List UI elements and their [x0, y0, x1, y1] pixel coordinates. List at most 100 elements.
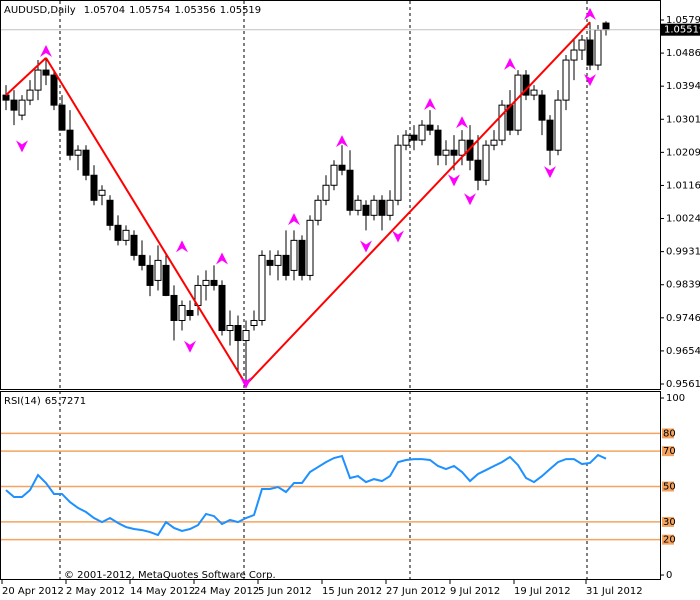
- y-tick-label: 0.97465: [666, 313, 700, 324]
- candle-body: [498, 104, 506, 141]
- last-close: 1.05519: [220, 5, 261, 16]
- candle-body: [202, 279, 210, 286]
- rsi-y-tick-label: 100: [666, 393, 685, 404]
- candle-body: [26, 89, 34, 101]
- fractal-up: [424, 97, 436, 110]
- chart-header: AUDUSD,Daily 1.05704 1.05754 1.05356 1.05519: [4, 5, 261, 16]
- zigzag-segment: [245, 21, 591, 386]
- x-tick-label: 2 May 2012: [66, 586, 125, 597]
- current-price-label: 1.05519: [664, 25, 700, 36]
- fractal-down: [240, 376, 252, 389]
- candle-body: [546, 119, 554, 151]
- fractal-down: [464, 193, 476, 206]
- y-tick-label: 1.01165: [666, 180, 700, 191]
- candle-body: [154, 259, 162, 281]
- candle-body: [330, 164, 338, 186]
- candle-body: [466, 139, 474, 161]
- fractal-up: [40, 45, 52, 58]
- rsi-level-label: 30: [663, 517, 676, 528]
- fractal-up: [456, 116, 468, 129]
- candle-body: [378, 199, 386, 216]
- candle-body: [586, 39, 594, 66]
- candle-body: [186, 309, 194, 316]
- rsi-level-box: [662, 481, 674, 492]
- y-tick-label: 0.99315: [666, 247, 700, 258]
- last-low: 1.05356: [174, 5, 215, 16]
- y-tick-label: 1.03015: [666, 114, 700, 125]
- candle-body: [346, 169, 354, 211]
- candle-body: [306, 219, 314, 276]
- rsi-header: RSI(14) 65.7271: [4, 396, 86, 407]
- fractal-up: [336, 135, 348, 148]
- candle-body: [530, 89, 538, 96]
- candle-body: [98, 189, 106, 196]
- candle-body: [314, 199, 322, 221]
- copyright: © 2001-2012, MetaQuotes Software Corp.: [64, 570, 276, 581]
- y-tick-label: 1.03940: [666, 81, 700, 92]
- symbol-label: AUDUSD,Daily: [4, 5, 76, 16]
- candle-body: [402, 134, 410, 146]
- fractal-down: [360, 240, 372, 253]
- price-pane: [0, 0, 661, 390]
- candle-body: [602, 22, 610, 31]
- candle-body: [554, 99, 562, 151]
- x-tick-label: 20 Apr 2012: [2, 586, 64, 597]
- last-open: 1.05704: [84, 5, 125, 16]
- candle-body: [250, 319, 258, 327]
- candle-body: [562, 59, 570, 101]
- candle-body: [578, 39, 586, 51]
- rsi-level-box: [662, 516, 674, 527]
- rsi-level-label: 50: [663, 482, 676, 493]
- candle-body: [50, 74, 58, 106]
- last-high: 1.05754: [129, 5, 170, 16]
- x-tick-label: 19 Jul 2012: [514, 586, 571, 597]
- candle-body: [394, 144, 402, 201]
- fractal-down: [392, 230, 404, 243]
- candle-body: [146, 264, 154, 286]
- candle-body: [570, 49, 578, 61]
- period-separators: [59, 1, 588, 580]
- rsi-name: RSI(14): [4, 396, 41, 407]
- candle-body: [594, 29, 602, 66]
- candle-body: [42, 69, 50, 76]
- candle-body: [458, 139, 466, 156]
- fractal-down: [184, 340, 196, 353]
- candle-body: [290, 239, 298, 271]
- fractal-down: [544, 166, 556, 179]
- candle-body: [10, 99, 18, 111]
- candle-body: [210, 279, 218, 286]
- candle-body: [18, 99, 26, 116]
- candle-body: [178, 304, 186, 321]
- y-tick-label: 1.02090: [666, 147, 700, 158]
- fractal-down: [16, 140, 28, 153]
- candle-body: [386, 199, 394, 216]
- fractal-up: [216, 252, 228, 265]
- candle-body: [434, 129, 442, 156]
- fractal-up: [584, 7, 596, 20]
- candle-body: [58, 104, 66, 131]
- rsi-last-value: 65.7271: [45, 396, 86, 407]
- candle-body: [66, 129, 74, 156]
- candle-body: [322, 184, 330, 201]
- candle-body: [226, 325, 234, 332]
- candle-body: [130, 234, 138, 256]
- candle-body: [218, 284, 226, 332]
- fractal-down: [448, 174, 460, 187]
- candle-body: [34, 69, 42, 91]
- candle-body: [418, 124, 426, 141]
- candle-body: [490, 139, 498, 146]
- zigzag-segment: [5, 57, 47, 96]
- rsi-line: [5, 453, 607, 537]
- candle-body: [450, 149, 458, 156]
- fractal-up: [288, 213, 300, 226]
- rsi-level-box: [662, 428, 674, 439]
- x-tick-label: 15 Jun 2012: [322, 586, 382, 597]
- candle-body: [474, 159, 482, 181]
- candle-body: [106, 199, 114, 226]
- x-tick-label: 14 May 2012: [130, 586, 195, 597]
- candle-body: [90, 174, 98, 201]
